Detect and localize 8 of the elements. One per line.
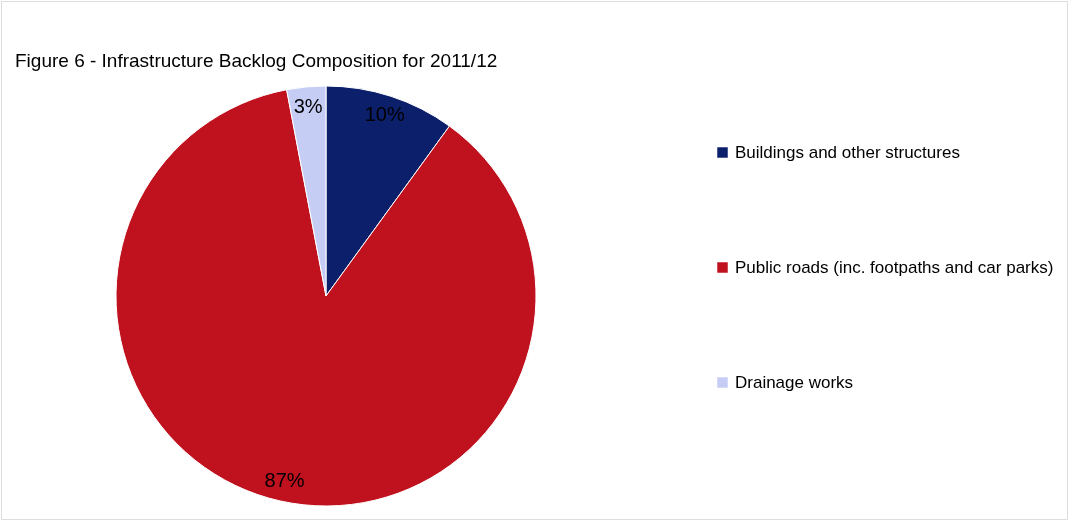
data-label: 3% [293,94,323,117]
legend-label: Public roads (inc. footpaths and car parks) [735,257,1054,277]
chart-title: Figure 6 - Infrastructure Backlog Composition for 2011/12 [15,50,498,71]
data-label: 87% [264,469,305,492]
pie-slice [115,89,537,507]
legend-label: Buildings and other structures [735,142,960,162]
legend-label: Drainage works [735,372,854,392]
data-label: 10% [364,103,405,126]
